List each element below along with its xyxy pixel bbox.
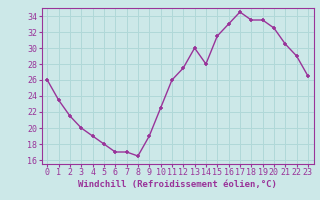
X-axis label: Windchill (Refroidissement éolien,°C): Windchill (Refroidissement éolien,°C) [78, 180, 277, 189]
